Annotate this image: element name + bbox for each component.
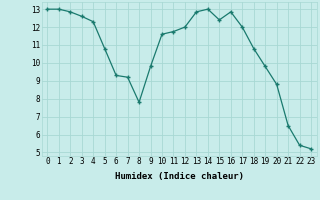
X-axis label: Humidex (Indice chaleur): Humidex (Indice chaleur) [115, 172, 244, 181]
